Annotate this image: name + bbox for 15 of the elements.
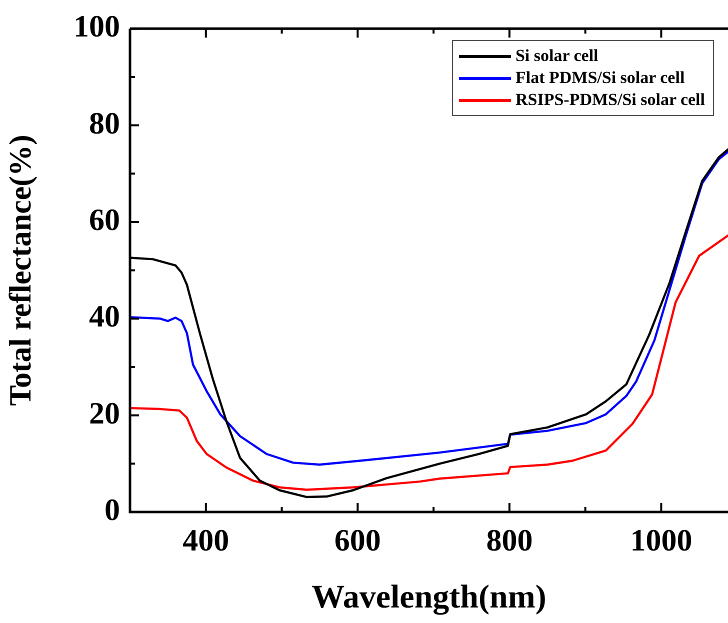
x-tick-label: 400 bbox=[182, 522, 230, 558]
x-tick-label: 800 bbox=[486, 522, 533, 558]
y-tick-label: 40 bbox=[89, 298, 120, 334]
legend-label: Si solar cell bbox=[515, 46, 598, 66]
y-axis-title: Total reflectance(%) bbox=[2, 134, 38, 406]
y-tick-label: 80 bbox=[89, 105, 120, 140]
x-tick-label: 600 bbox=[334, 522, 381, 558]
x-axis-title: Wavelength(nm) bbox=[312, 580, 546, 616]
y-tick-label: 20 bbox=[89, 395, 120, 430]
legend-label: Flat PDMS/Si solar cell bbox=[515, 68, 685, 88]
y-tick-label: 60 bbox=[89, 202, 120, 237]
y-tick-label: 100 bbox=[74, 8, 120, 44]
x-tick-label: 1000 bbox=[630, 522, 692, 558]
legend-label: RSIPS-PDMS/Si solar cell bbox=[515, 90, 705, 110]
y-tick-label: 0 bbox=[104, 492, 120, 528]
